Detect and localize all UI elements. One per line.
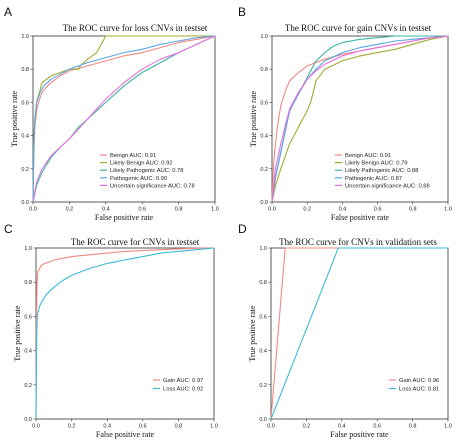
- chart-title: The ROC curve for CNVs in testset: [71, 237, 200, 247]
- series-line-2: [271, 35, 449, 203]
- legend-entry: Pathogenic AUC: 0.87: [345, 176, 402, 182]
- y-tick-label: 1.0: [21, 34, 29, 40]
- x-tick-label: 0.4: [339, 207, 347, 213]
- x-axis-label: False positive rate: [95, 213, 154, 222]
- roc-panel-a: A The ROC curve for loss CNVs in testset 0…: [4, 5, 219, 222]
- x-tick-label: 0.6: [138, 207, 146, 213]
- panel-label: B: [238, 5, 246, 19]
- x-tick-label: 0.4: [338, 424, 346, 430]
- y-tick-label: 0.4: [259, 349, 267, 355]
- y-tick-label: 0.8: [259, 280, 267, 286]
- x-tick-label: 0.6: [374, 207, 382, 213]
- plot-frame: [35, 247, 215, 420]
- legend-entry: Likely Benign AUC: 0.92: [110, 161, 173, 167]
- y-tick-label: 0.2: [259, 383, 267, 389]
- legend-entry: Uncertain significance AUC: 0.88: [345, 183, 430, 189]
- x-tick-label: 0.8: [175, 424, 183, 430]
- y-axis-label: True positive rate: [248, 305, 257, 362]
- x-tick-label: 0.6: [373, 424, 381, 430]
- y-tick-label: 0.6: [24, 314, 32, 320]
- plot-frame: [270, 247, 449, 420]
- x-tick-label: 1.0: [444, 424, 452, 430]
- legend-entry: Uncertain significance AUC: 0.78: [110, 183, 195, 189]
- legend-entry: Gain AUC: 0.96: [399, 378, 439, 384]
- y-tick-label: 0.8: [24, 280, 32, 286]
- legend-entry: Benign AUC: 0.91: [110, 153, 156, 159]
- series-line-5: [32, 35, 216, 203]
- roc-panel-b: B The ROC curve for gain CNVs in testset 0…: [238, 5, 452, 222]
- y-tick-label: 0.8: [21, 67, 29, 73]
- y-tick-label: 0.0: [21, 200, 29, 206]
- y-axis-label: True positive rate: [13, 305, 22, 362]
- series-line-5: [271, 35, 449, 203]
- x-tick-label: 0.8: [409, 207, 417, 213]
- series-line-2: [32, 35, 215, 203]
- roc-panel-d: D The ROC curve for CNVs in validation se…: [238, 222, 452, 439]
- y-tick-label: 0.2: [21, 167, 29, 173]
- y-tick-label: 0.0: [24, 417, 32, 423]
- x-tick-label: 0.2: [303, 207, 311, 213]
- x-tick-label: 1.0: [444, 207, 452, 213]
- plot-frame: [271, 35, 449, 203]
- legend-entry: Likely Benign AUC: 0.79: [345, 161, 408, 167]
- series-line-4: [271, 35, 449, 203]
- y-tick-label: 0.0: [260, 200, 268, 206]
- x-tick-label: 1.0: [211, 207, 219, 213]
- roc-panel-c: C The ROC curve for CNVs in testset 0.0 0.2…: [4, 222, 218, 439]
- x-tick-label: 1.0: [210, 424, 218, 430]
- x-tick-label: 0.0: [32, 424, 40, 430]
- chart-title: The ROC curve for gain CNVs in testset: [285, 23, 432, 33]
- y-tick-label: 1.0: [260, 34, 268, 40]
- y-tick-label: 0.8: [260, 67, 268, 73]
- legend-entry: Pathogenic AUC: 0.90: [110, 176, 167, 182]
- y-tick-label: 0.6: [259, 314, 267, 320]
- x-tick-label: 0.6: [139, 424, 147, 430]
- y-tick-label: 0.2: [24, 383, 32, 389]
- legend-entry: Gain AUC: 0.97: [163, 378, 203, 384]
- panel-label: D: [238, 222, 247, 236]
- x-axis-label: False positive rate: [330, 430, 389, 439]
- series-line-2: [35, 247, 215, 420]
- legend-entry: Likely Pathogenic AUC: 0.88: [345, 168, 418, 174]
- legend-entry: Likely Pathogenic AUC: 0.78: [110, 168, 183, 174]
- y-tick-label: 1.0: [259, 246, 267, 252]
- chart-title: The ROC curve for CNVs in validation set…: [279, 237, 437, 247]
- x-tick-label: 0.2: [303, 424, 311, 430]
- series-line-2: [270, 247, 448, 420]
- x-tick-label: 0.8: [409, 424, 417, 430]
- y-tick-label: 0.4: [24, 349, 32, 355]
- panel-label: A: [4, 5, 12, 19]
- y-axis-label: True positive rate: [10, 90, 19, 147]
- series-line-4: [32, 35, 216, 203]
- x-tick-label: 0.2: [66, 207, 74, 213]
- y-tick-label: 0.4: [260, 134, 268, 140]
- chart-title: The ROC curve for loss CNVs in testset: [63, 23, 208, 33]
- x-tick-label: 0.4: [103, 424, 111, 430]
- x-tick-label: 0.0: [267, 424, 275, 430]
- y-tick-label: 0.6: [260, 100, 268, 106]
- y-tick-label: 0.0: [259, 417, 267, 423]
- series-line-1: [35, 247, 215, 420]
- y-axis-label: True positive rate: [249, 90, 258, 147]
- legend-entry: Loss AUC: 0.92: [163, 387, 203, 393]
- series-line-3: [32, 35, 216, 203]
- legend-entry: Benign AUC: 0.91: [345, 153, 391, 159]
- x-tick-label: 0.8: [175, 207, 183, 213]
- series-line-1: [32, 35, 216, 203]
- x-tick-label: 0.0: [29, 207, 37, 213]
- y-tick-label: 0.4: [21, 134, 29, 140]
- series-line-1: [270, 247, 448, 420]
- x-tick-label: 0.0: [268, 207, 276, 213]
- legend-entry: Loss AUC: 0.81: [399, 387, 439, 393]
- x-tick-label: 0.2: [68, 424, 76, 430]
- y-tick-label: 1.0: [24, 246, 32, 252]
- panel-label: C: [4, 222, 13, 236]
- y-tick-label: 0.6: [21, 100, 29, 106]
- y-tick-label: 0.2: [260, 167, 268, 173]
- x-tick-label: 0.4: [102, 207, 110, 213]
- x-axis-label: False positive rate: [96, 430, 155, 439]
- x-axis-label: False positive rate: [331, 213, 390, 222]
